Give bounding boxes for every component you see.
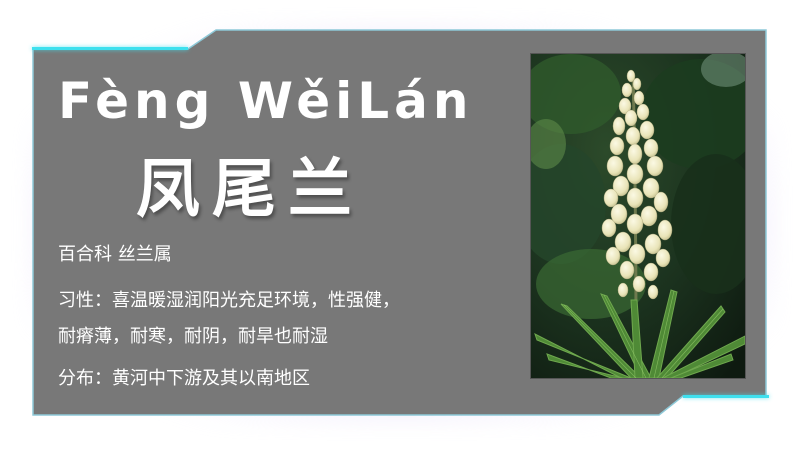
yucca-flower-photo [530,53,746,379]
distribution-text: 分布：黄河中下游及其以南地区 [58,368,310,389]
chinese-title: 凤尾兰 [136,153,364,227]
accent-line-top [32,47,188,50]
family-genus-text: 百合科 丝兰属 [58,244,172,265]
habit-text-line-2: 耐瘠薄，耐寒，耐阴，耐旱也耐湿 [58,326,328,347]
pinyin-title: Fèng WěiLán [58,72,474,130]
habit-text-line-1: 习性：喜温暖湿润阳光充足环境，性强健， [58,290,400,311]
accent-line-bottom [683,395,769,398]
